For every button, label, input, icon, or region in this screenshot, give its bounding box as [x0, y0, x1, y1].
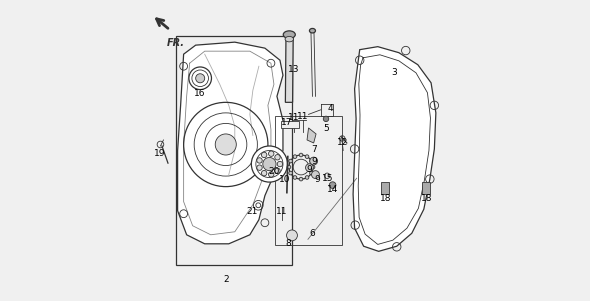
Circle shape — [215, 134, 237, 155]
Bar — [276, 116, 342, 245]
Circle shape — [287, 230, 297, 241]
Text: 18: 18 — [379, 194, 391, 203]
Text: 3: 3 — [391, 68, 396, 77]
Bar — [281, 121, 299, 128]
Text: 11: 11 — [276, 207, 288, 216]
Circle shape — [289, 171, 293, 175]
Circle shape — [312, 165, 315, 169]
Circle shape — [277, 161, 283, 167]
Circle shape — [305, 176, 309, 179]
Circle shape — [310, 157, 317, 165]
Polygon shape — [286, 36, 293, 102]
Polygon shape — [307, 128, 316, 143]
Circle shape — [293, 176, 297, 179]
Text: 5: 5 — [323, 124, 329, 133]
Text: 8: 8 — [285, 239, 291, 248]
Text: 9: 9 — [307, 165, 312, 174]
Ellipse shape — [196, 74, 205, 83]
Circle shape — [289, 159, 293, 163]
Circle shape — [306, 164, 313, 172]
Ellipse shape — [189, 67, 211, 90]
Circle shape — [251, 146, 287, 182]
Circle shape — [323, 116, 329, 122]
Circle shape — [305, 155, 309, 158]
Polygon shape — [353, 47, 436, 251]
Text: 2: 2 — [223, 275, 228, 284]
Text: 11: 11 — [288, 113, 300, 122]
Text: 21: 21 — [247, 207, 258, 216]
Circle shape — [293, 155, 297, 158]
Circle shape — [261, 170, 267, 176]
Text: 4: 4 — [327, 104, 333, 113]
Circle shape — [268, 172, 274, 177]
Circle shape — [329, 182, 336, 188]
Circle shape — [257, 158, 262, 163]
Text: 14: 14 — [327, 185, 339, 194]
Text: 12: 12 — [337, 138, 348, 147]
Circle shape — [287, 165, 291, 169]
Circle shape — [310, 159, 313, 163]
Text: 17: 17 — [280, 118, 292, 127]
Ellipse shape — [309, 29, 316, 33]
Ellipse shape — [283, 31, 296, 38]
Text: 9: 9 — [314, 175, 320, 184]
Text: 10: 10 — [279, 175, 290, 185]
Text: 19: 19 — [155, 149, 166, 158]
Text: 11: 11 — [297, 112, 309, 121]
Polygon shape — [178, 42, 283, 244]
Text: 18: 18 — [421, 194, 432, 203]
Circle shape — [263, 157, 276, 171]
Bar — [422, 182, 430, 194]
Circle shape — [299, 177, 303, 181]
Text: 20: 20 — [269, 167, 280, 176]
Text: 7: 7 — [311, 145, 317, 154]
Text: 13: 13 — [288, 65, 300, 74]
Text: 15: 15 — [322, 174, 333, 183]
Circle shape — [275, 168, 280, 173]
Text: 16: 16 — [194, 89, 205, 98]
Circle shape — [275, 155, 280, 160]
Circle shape — [312, 171, 319, 178]
Circle shape — [299, 153, 303, 157]
Text: 9: 9 — [312, 157, 317, 166]
Bar — [381, 182, 389, 194]
Circle shape — [268, 151, 274, 157]
Text: 6: 6 — [309, 229, 314, 238]
Text: FR.: FR. — [167, 38, 185, 48]
Bar — [176, 36, 292, 265]
Circle shape — [257, 165, 262, 170]
Ellipse shape — [285, 36, 293, 42]
Circle shape — [310, 171, 313, 175]
Circle shape — [261, 152, 267, 158]
